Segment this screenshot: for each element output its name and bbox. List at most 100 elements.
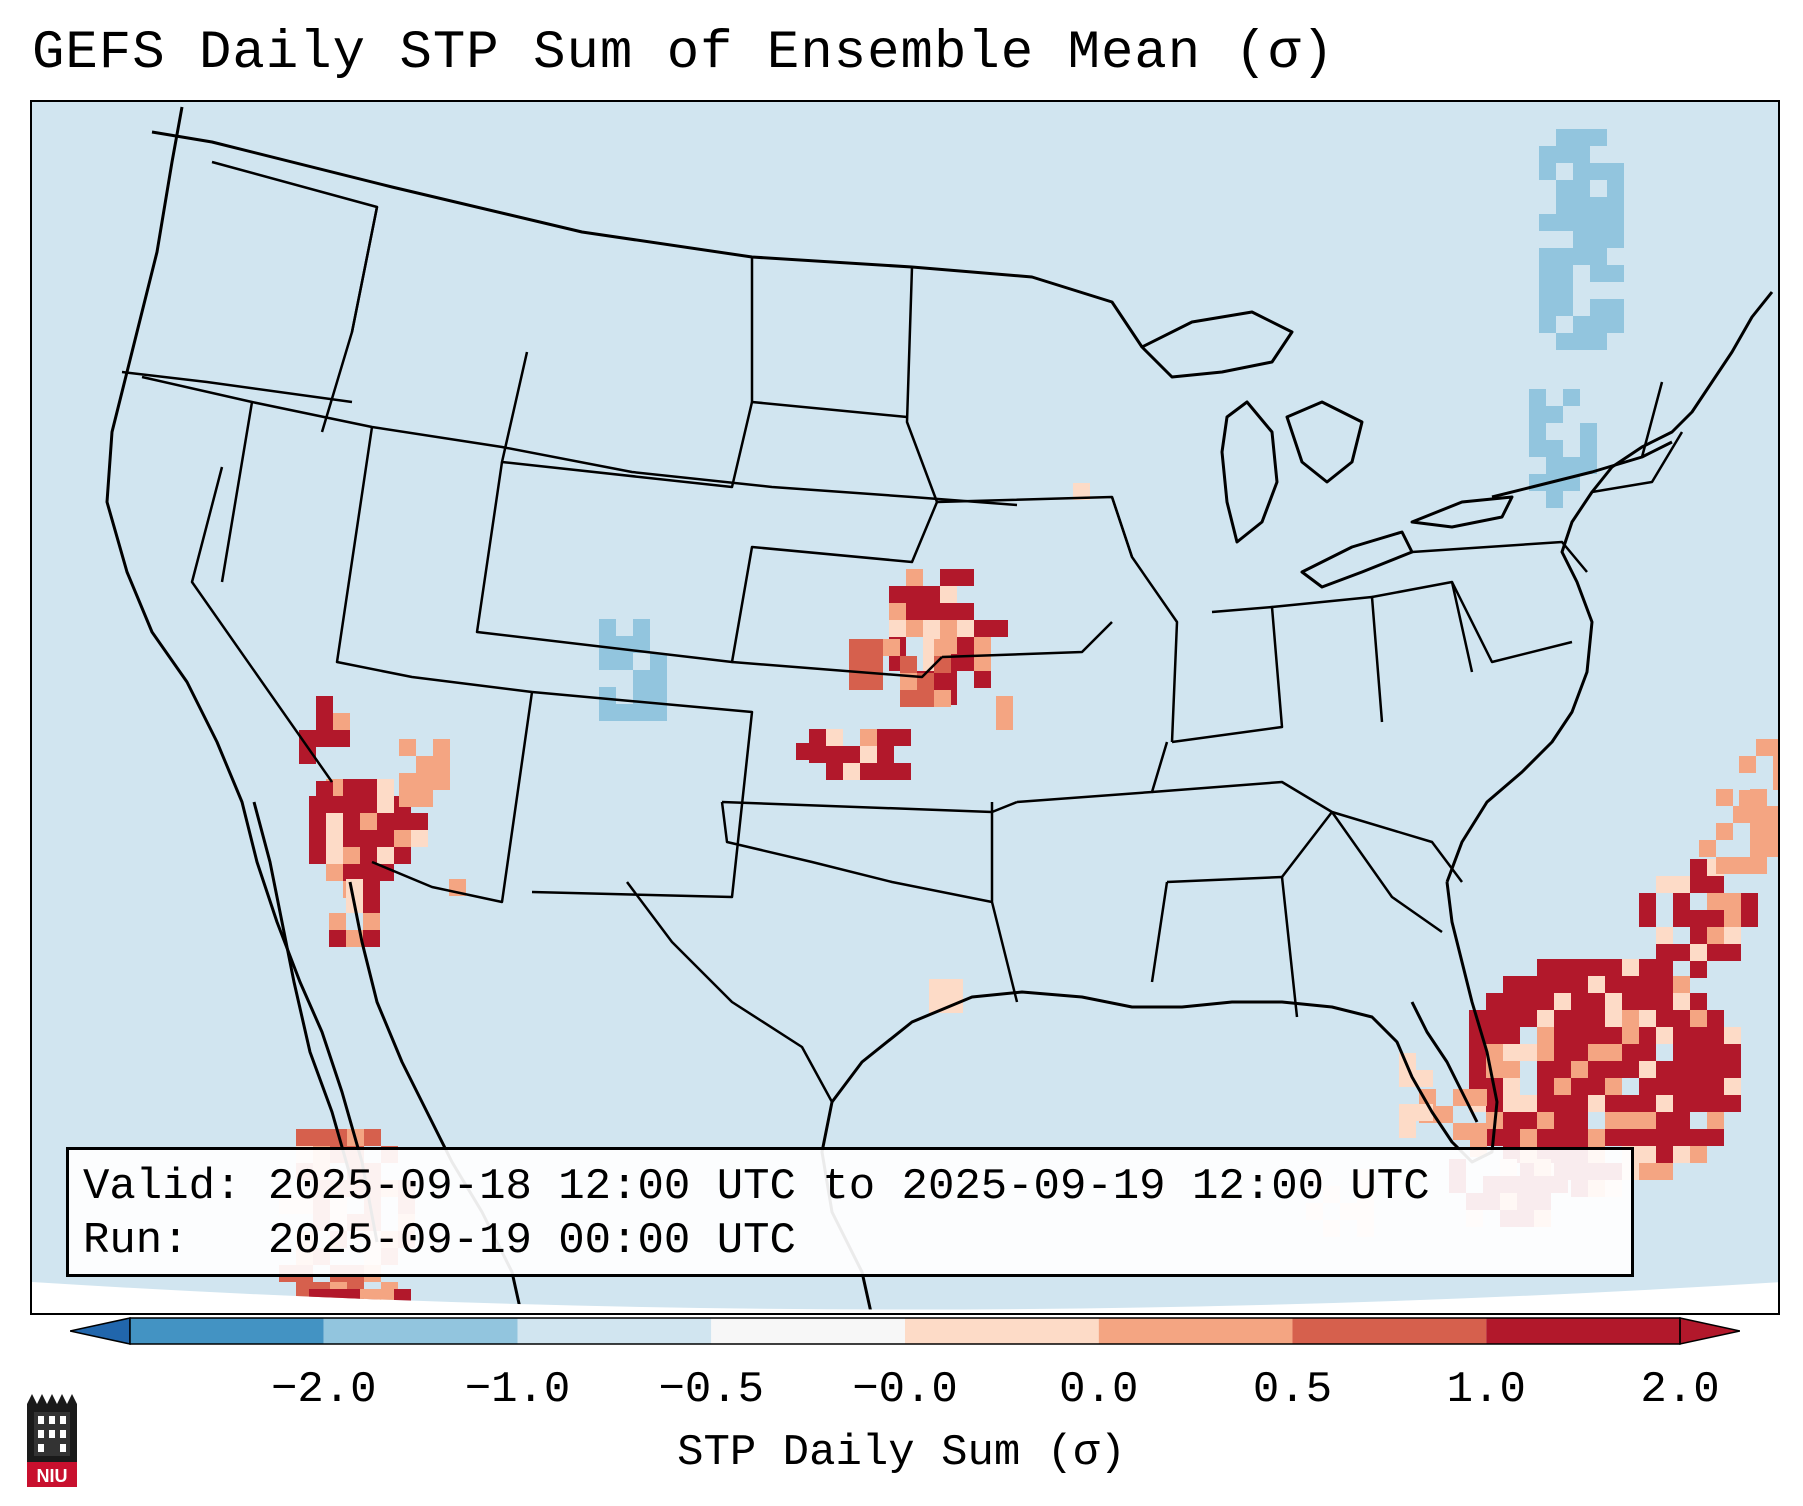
field-cell [1556,282,1573,299]
field-cell [1556,214,1573,231]
field-cell [1716,789,1733,806]
field-cell [1073,483,1090,500]
colorbar-tick-label: 0.5 [1252,1365,1333,1415]
field-cell [1639,1078,1656,1095]
field-cell [599,636,616,653]
field-cell [377,830,394,847]
logo-text: NIU [37,1466,68,1486]
field-cell [1639,959,1656,976]
field-cell [1639,1044,1656,1061]
field-cell [399,773,416,790]
field-cell [1537,1061,1554,1078]
field-cell [1571,959,1588,976]
field-cell [1639,1010,1656,1027]
field-cell [1436,1106,1453,1123]
field-cell [1707,893,1724,910]
field-cell [1673,1027,1690,1044]
field-cell [633,619,650,636]
field-cell [650,670,667,687]
field-cell [1605,1112,1622,1129]
field-cell [877,746,894,763]
colorbar-segment [1098,1318,1293,1344]
field-cell [1605,1027,1622,1044]
field-cell [1580,440,1597,457]
field-cell [1486,1010,1503,1027]
field-cell [1750,823,1767,840]
field-cell [1673,1112,1690,1129]
field-cell [650,687,667,704]
field-cell [343,779,360,796]
field-cell [1486,1027,1503,1044]
field-cell [1554,1061,1571,1078]
colorbar-segment [130,1318,324,1344]
field-cell [860,729,877,746]
field-cell [599,619,616,636]
field-cell [849,639,866,656]
field-cell [1537,1129,1554,1146]
field-cell [1707,1027,1724,1044]
field-cell [1622,1061,1639,1078]
field-cell [360,864,377,881]
field-cell [1707,1061,1724,1078]
field-cell [1537,1112,1554,1129]
field-cell [1673,1129,1690,1146]
field-cell [1656,1078,1673,1095]
field-cell [1571,1027,1588,1044]
field-cell [416,773,433,790]
field-cell [326,796,343,813]
field-cell [1556,180,1573,197]
field-cell [1563,457,1580,474]
field-cell [1656,993,1673,1010]
field-cell [633,670,650,687]
field-cell [650,704,667,721]
field-cell [1673,944,1690,961]
field-cell [1656,1061,1673,1078]
niu-logo: NIU [27,1394,77,1487]
field-cell [877,729,894,746]
field-cell [633,636,650,653]
field-cell [1503,1044,1520,1061]
field-cell [974,654,991,671]
field-cell [1573,316,1590,333]
map-title: GEFS Daily STP Sum of Ensemble Mean (σ) [32,23,1335,84]
field-cell [1724,927,1741,944]
field-cell [633,687,650,704]
field-cell [313,1129,330,1146]
field-cell [1690,1010,1707,1027]
colorbar-segment [1486,1318,1680,1344]
field-cell [917,673,934,690]
field-cell [1590,163,1607,180]
field-cell [399,739,416,756]
field-cell [1556,197,1573,214]
field-cell [599,687,616,704]
field-cell [1486,1044,1503,1061]
field-cell [343,796,360,813]
field-cell [296,1282,313,1299]
field-cell [1639,893,1656,910]
field-cell [309,830,326,847]
field-cell [940,620,957,637]
field-cell [860,746,877,763]
field-cell [1503,1061,1520,1078]
field-cell [1486,993,1503,1010]
field-cell [360,830,377,847]
field-cell [1724,1078,1741,1095]
field-cell [1419,1089,1436,1106]
field-cell [394,847,411,864]
field-cell [316,781,333,798]
field-cell [1537,959,1554,976]
field-cell [1639,1095,1656,1112]
field-cell [1605,976,1622,993]
field-cell [894,729,911,746]
field-cell [1529,423,1546,440]
field-cell [1556,146,1573,163]
colorbar-segment [711,1318,905,1344]
field-cell [1590,248,1607,265]
field-cell [1656,876,1673,893]
map-panel [30,100,1780,1315]
field-cell [1607,299,1624,316]
field-cell [974,620,991,637]
field-cell [1622,993,1639,1010]
field-cell [917,690,934,707]
field-cell [377,796,394,813]
